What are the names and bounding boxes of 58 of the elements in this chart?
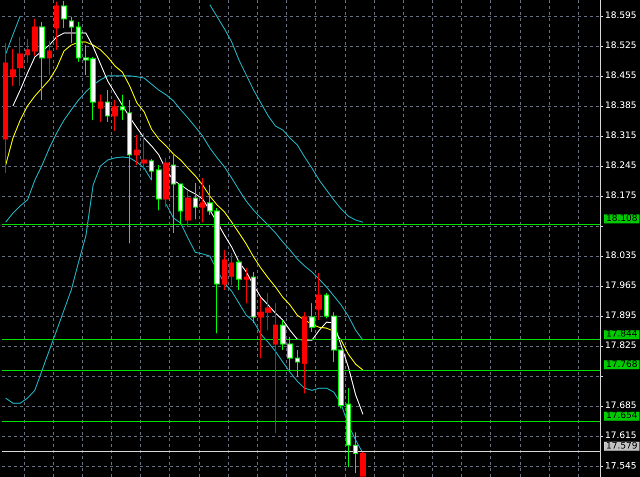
candlestick [98,94,103,122]
line-series [5,42,364,371]
candlestick [156,164,162,211]
candlestick [134,134,140,166]
candlestick [251,271,256,324]
candlestick [273,302,278,434]
y-tick-label: 17.615 [605,431,636,442]
y-tick-label: 18.315 [605,130,636,141]
y-tick-label: 18.385 [605,100,636,111]
y-tick-label: 17.895 [605,311,636,322]
line-series [5,75,364,341]
candlestick [54,1,59,50]
candlestick [47,40,52,76]
y-tick-label: 18.455 [605,70,636,81]
y-tick-label: 17.825 [605,341,636,352]
candlestick [141,132,147,170]
y-tick-label: 18.035 [605,251,636,262]
candlestick [302,312,307,394]
candlestick [185,190,191,228]
candlestick [127,99,132,244]
ref-line-label: 17.654 [606,411,638,422]
y-tick-label: 18.175 [605,191,636,202]
candlestick [120,94,125,121]
candlestick [112,99,118,132]
ref-line-label: 18.108 [606,214,638,224]
candlestick [244,268,249,304]
candlestick [25,38,30,64]
candlestick [10,48,16,86]
ref-line-label: 17.844 [606,330,638,340]
candlestick [149,158,154,181]
y-tick-label: 18.245 [605,161,636,172]
ref-line-label: 17.768 [606,360,638,370]
candlestick [360,452,366,477]
candlestick [105,90,110,122]
candlestick [229,252,234,286]
ref-line-label: 17.579 [606,441,638,452]
candlestick [61,0,67,28]
candlestick [309,302,315,333]
candlestick [353,432,358,474]
candlestick [3,42,8,174]
y-tick-label: 17.965 [605,281,636,292]
candlestick [17,36,23,86]
candlestick [222,250,227,290]
candlestick [171,152,176,234]
candlestick [295,350,300,378]
candlestick [32,18,38,56]
candlestick [193,182,198,220]
y-tick-label: 17.685 [605,401,636,412]
candlestick [346,388,351,468]
candlestick [178,184,183,224]
candlestick [163,157,169,208]
candlestick [316,272,322,320]
candlestick [236,259,242,290]
y-tick-label: 18.525 [605,40,636,51]
candlestick [200,178,205,223]
y-tick-label: 18.595 [605,10,636,21]
y-tick-label: 17.545 [605,461,636,472]
candlestick [324,292,329,319]
